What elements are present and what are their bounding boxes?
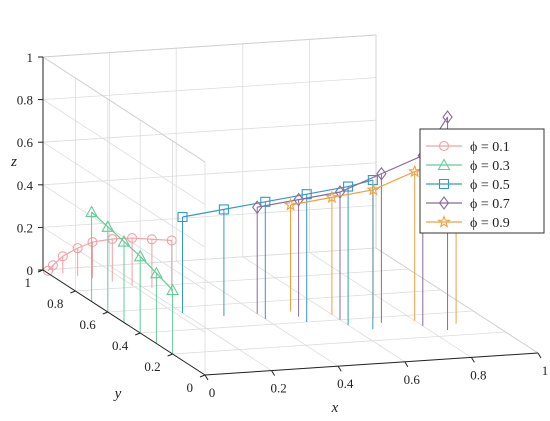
- series-ϕ = 0.3: [85, 205, 180, 354]
- data-marker: [301, 189, 312, 200]
- data-marker: [117, 234, 131, 247]
- data-marker: [166, 283, 180, 296]
- z-tick-label: 1: [27, 50, 34, 65]
- data-marker: [343, 181, 354, 192]
- grid-line: [42, 119, 377, 143]
- series-ϕ = 0.9: [283, 146, 463, 324]
- data-marker: [218, 204, 229, 215]
- x-tick-mark: [470, 357, 475, 363]
- data-marker: [367, 175, 378, 186]
- legend-label: ϕ = 0.3: [470, 159, 510, 174]
- y-tick-mark: [135, 332, 141, 336]
- grid-line: [242, 256, 406, 363]
- data-marker: [133, 249, 147, 262]
- data-marker: [57, 251, 68, 262]
- y-tick-mark: [102, 311, 108, 315]
- data-marker: [442, 110, 453, 124]
- data-line: [91, 211, 174, 291]
- y-tick-label: 1: [25, 275, 32, 290]
- x-tick-label: 0.6: [404, 372, 421, 387]
- series-layer: [42, 110, 463, 354]
- x-tick-mark: [271, 370, 276, 376]
- z-tick-label: 0: [27, 263, 34, 278]
- axis-layer: 0 0.2 0.4 0.6 0.8 100.20.40.60.8100.20.40.60.…: [17, 50, 549, 400]
- data-marker: [334, 185, 346, 199]
- x-tick-mark: [337, 365, 342, 372]
- box-edge: [42, 56, 206, 163]
- legend-label: ϕ = 0.9: [470, 216, 510, 231]
- series-ϕ = 0.5: [177, 175, 378, 330]
- x-tick-label: 0.4: [337, 376, 354, 391]
- x-tick-label: 0: [209, 385, 216, 400]
- series-ϕ = 0.1: [42, 233, 177, 292]
- data-marker: [177, 211, 188, 223]
- data-marker: [127, 233, 138, 244]
- data-marker: [47, 260, 58, 271]
- y-tick-label: 0.8: [47, 296, 63, 311]
- grid-line: [309, 252, 472, 358]
- y-axis-label: y: [113, 386, 122, 402]
- grid-line: [172, 331, 506, 355]
- y-tick-label: 0.2: [144, 359, 160, 374]
- x-tick-mark: [537, 352, 542, 359]
- data-marker: [252, 200, 263, 215]
- data-marker: [166, 235, 177, 246]
- data-marker: [437, 158, 451, 171]
- grid-line: [42, 247, 377, 271]
- grid-line: [42, 99, 206, 205]
- y-tick-label: 0.4: [112, 338, 129, 353]
- y-tick-mark: [167, 353, 173, 357]
- legend-label: ϕ = 0.7: [470, 197, 510, 212]
- data-marker: [293, 192, 304, 207]
- x-tick-label: 0.2: [270, 381, 286, 396]
- legend-label: ϕ = 0.1: [470, 140, 510, 155]
- grid-line: [42, 77, 377, 100]
- data-marker: [85, 205, 99, 218]
- data-marker: [437, 214, 451, 228]
- grid-line: [42, 205, 377, 228]
- grid-line: [42, 162, 377, 186]
- z-tick-label: 0.6: [17, 135, 34, 150]
- x-tick-mark: [404, 361, 409, 368]
- data-marker: [260, 196, 271, 207]
- z-tick-label: 0.4: [17, 178, 34, 193]
- z-tick-label: 0.8: [17, 93, 33, 108]
- y-tick-mark: [70, 290, 76, 294]
- data-marker: [325, 190, 339, 204]
- grid-line: [42, 184, 206, 291]
- legend: ϕ = 0.1 ϕ = 0.3 ϕ = 0.5 ϕ = 0.7 ϕ = 0.9: [419, 128, 545, 234]
- grid-line: [42, 141, 206, 248]
- data-marker: [376, 166, 387, 181]
- data-line: [182, 179, 374, 218]
- y-tick-mark: [199, 374, 206, 378]
- x-tick-label: 0.8: [470, 367, 486, 382]
- data-marker: [72, 243, 83, 254]
- data-marker: [438, 178, 450, 190]
- data-marker: [438, 196, 450, 210]
- x-axis-line: [204, 352, 539, 376]
- box-edge: [42, 34, 377, 58]
- data-marker: [87, 237, 98, 248]
- data-marker: [438, 140, 450, 152]
- x-tick-mark: [204, 374, 209, 381]
- data-marker: [407, 164, 422, 178]
- data-marker: [366, 182, 381, 196]
- data-marker: [146, 234, 157, 245]
- z-tick-label: 0.2: [17, 220, 33, 235]
- grid-line: [109, 265, 272, 371]
- data-marker: [283, 197, 298, 211]
- grid-line: [107, 289, 441, 313]
- y-tick-label: 0: [187, 380, 194, 395]
- data-marker: [149, 266, 163, 279]
- y-tick-label: 0.6: [80, 317, 97, 332]
- y-axis-line: [42, 269, 206, 376]
- z-axis-label: z: [10, 154, 17, 170]
- x-tick-label: 1: [542, 363, 549, 378]
- data-marker: [101, 220, 115, 232]
- grid-line: [75, 268, 409, 292]
- box-edge: [375, 247, 539, 354]
- x-axis-label: x: [331, 400, 339, 416]
- legend-label: ϕ = 0.5: [470, 178, 510, 193]
